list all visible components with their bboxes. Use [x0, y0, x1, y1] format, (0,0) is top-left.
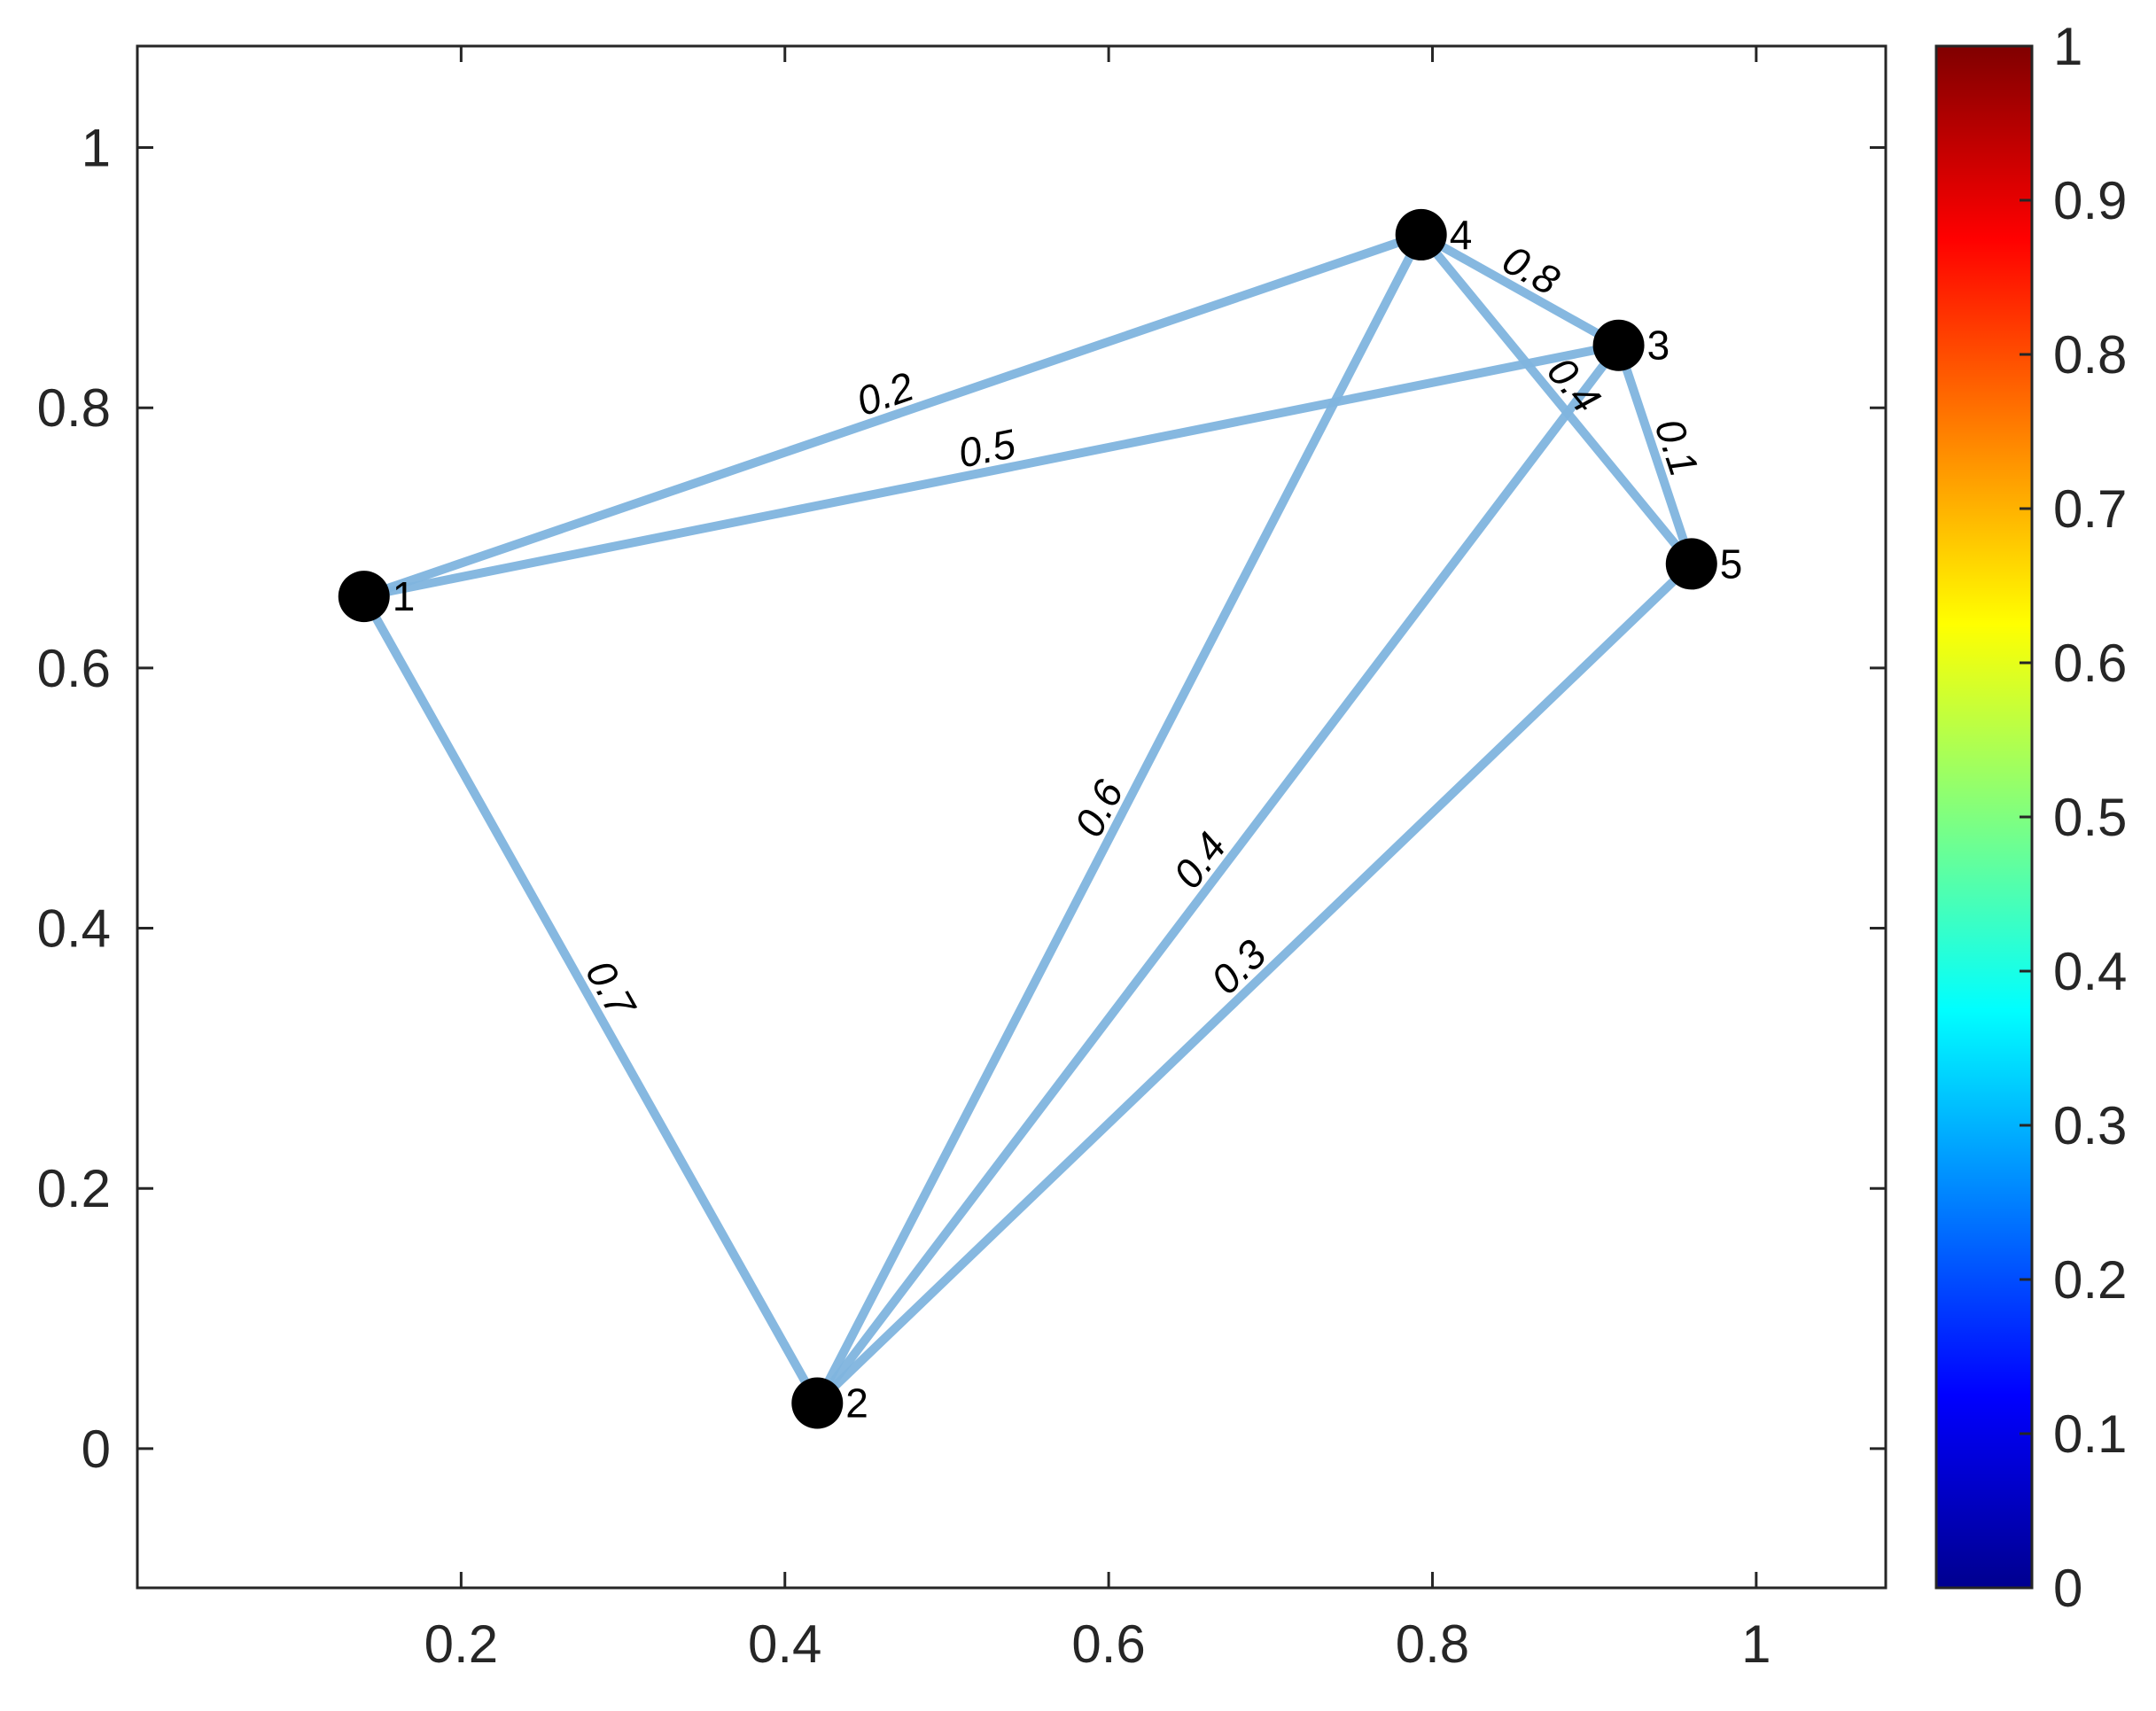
colorbar-tick-label: 1	[2053, 17, 2082, 76]
edge-4-5	[1416, 229, 1696, 569]
colorbar-tick-label: 0.9	[2053, 171, 2127, 230]
y-tick-label: 1	[82, 119, 111, 178]
y-tick-label: 0.6	[37, 639, 111, 698]
x-tick-label: 0.8	[1396, 1614, 1469, 1674]
node-label-2: 2	[845, 1380, 868, 1426]
colorbar-tick-label: 0.1	[2053, 1404, 2127, 1464]
x-tick-label: 0.6	[1071, 1614, 1145, 1674]
node-3	[1592, 319, 1645, 371]
edge-weight-label-1-3: 0.5	[954, 420, 1019, 477]
edge-2-5	[813, 559, 1696, 1408]
node-label-1: 1	[393, 573, 416, 619]
y-axis-ticks: 0 0.2 0.4 0.6 0.8 1	[37, 119, 1886, 1479]
colorbar-tick-label: 0.2	[2053, 1250, 2127, 1310]
colorbar-ticks: 0 0.1 0.2 0.3 0.4 0.5 0.6 0.7 0.8 0.9 1	[2020, 17, 2127, 1618]
node-4	[1395, 208, 1447, 261]
y-tick-label: 0	[82, 1419, 111, 1479]
x-axis-ticks: 0.2 0.4 0.6 0.8 1	[424, 46, 1771, 1674]
node-label-5: 5	[1720, 541, 1743, 587]
edge-1-2	[359, 592, 822, 1408]
colorbar-tick-label: 0.6	[2053, 634, 2127, 693]
edge-3-5	[1614, 340, 1696, 569]
y-tick-label: 0.2	[37, 1159, 111, 1218]
node-label-4: 4	[1450, 212, 1473, 258]
node-2	[791, 1377, 844, 1429]
node-5	[1665, 538, 1717, 590]
x-tick-label: 0.2	[424, 1614, 498, 1674]
colorbar-tick-label: 0.8	[2053, 325, 2127, 385]
x-tick-label: 0.4	[748, 1614, 821, 1674]
node-label-3: 3	[1647, 323, 1670, 369]
plot-background	[137, 46, 1886, 1588]
colorbar-tick-label: 0.5	[2053, 788, 2127, 847]
colorbar-tick-label: 0	[2053, 1559, 2082, 1618]
node-1	[338, 571, 390, 623]
nodes: 1 2 3 4 5	[338, 208, 1743, 1429]
edges	[359, 229, 1696, 1408]
plot-frame	[136, 44, 1887, 1590]
colorbar-tick-label: 0.3	[2053, 1096, 2127, 1155]
colorbar-tick-label: 0.7	[2053, 479, 2127, 539]
x-tick-label: 1	[1741, 1614, 1771, 1674]
colorbar	[1934, 44, 2034, 1590]
colorbar-tick-label: 0.4	[2053, 942, 2127, 1001]
y-tick-label: 0.4	[37, 899, 111, 959]
edge-2-3	[813, 340, 1623, 1408]
edge-1-4	[359, 229, 1426, 602]
edge-2-4	[813, 229, 1426, 1408]
edge-4-3	[1416, 229, 1623, 350]
y-tick-label: 0.8	[37, 378, 111, 438]
edge-1-3	[359, 340, 1623, 602]
